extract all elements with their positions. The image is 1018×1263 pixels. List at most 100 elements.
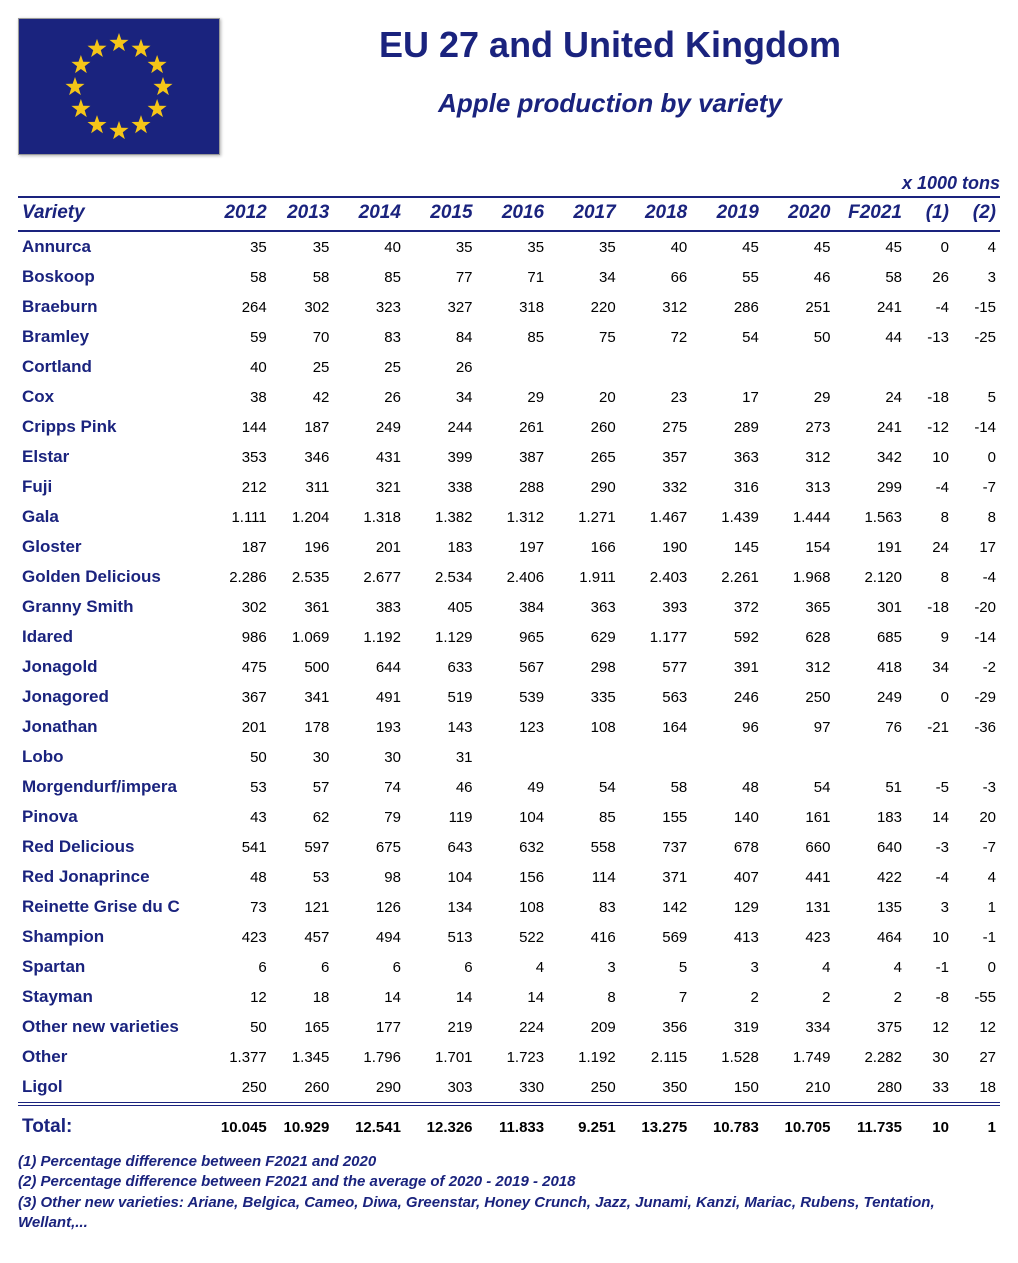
col-2012: 2012: [208, 197, 271, 231]
cell: 123: [477, 712, 549, 742]
cell: 134: [405, 892, 477, 922]
cell: 413: [691, 922, 763, 952]
total-cell: 10: [906, 1104, 953, 1144]
cell: -29: [953, 682, 1000, 712]
cell: 66: [620, 262, 692, 292]
cell: 2.286: [208, 562, 271, 592]
cell: 53: [208, 772, 271, 802]
cell: 341: [271, 682, 334, 712]
cell: 405: [405, 592, 477, 622]
cell: [620, 352, 692, 382]
cell: 371: [620, 862, 692, 892]
cell: 50: [208, 742, 271, 772]
variety-name: Boskoop: [18, 262, 208, 292]
cell: 644: [333, 652, 405, 682]
cell: 563: [620, 682, 692, 712]
cell: 6: [271, 952, 334, 982]
cell: 201: [333, 532, 405, 562]
cell: 286: [691, 292, 763, 322]
variety-name: Other: [18, 1042, 208, 1072]
cell: 577: [620, 652, 692, 682]
cell: 14: [405, 982, 477, 1012]
variety-name: Bramley: [18, 322, 208, 352]
cell: 423: [208, 922, 271, 952]
cell: 384: [477, 592, 549, 622]
cell: 30: [271, 742, 334, 772]
cell: 155: [620, 802, 692, 832]
cell: 321: [333, 472, 405, 502]
cell: 45: [691, 231, 763, 262]
cell: 302: [271, 292, 334, 322]
cell: 423: [763, 922, 835, 952]
title-block: EU 27 and United Kingdom Apple productio…: [220, 18, 1000, 119]
cell: -18: [906, 382, 953, 412]
cell: 35: [271, 231, 334, 262]
cell: 26: [906, 262, 953, 292]
cell: -1: [953, 922, 1000, 952]
col-2016: 2016: [477, 197, 549, 231]
total-label: Total:: [18, 1104, 208, 1144]
cell: 1.318: [333, 502, 405, 532]
cell: 1.467: [620, 502, 692, 532]
cell: 519: [405, 682, 477, 712]
cell: 104: [405, 862, 477, 892]
cell: 640: [834, 832, 906, 862]
cell: 70: [271, 322, 334, 352]
cell: -15: [953, 292, 1000, 322]
cell: 46: [763, 262, 835, 292]
cell: 1.271: [548, 502, 620, 532]
total-cell: 10.045: [208, 1104, 271, 1144]
cell: 140: [691, 802, 763, 832]
cell: 18: [953, 1072, 1000, 1104]
cell: 1.129: [405, 622, 477, 652]
cell: 31: [405, 742, 477, 772]
table-row: Pinova436279119104851551401611831420: [18, 802, 1000, 832]
cell: 220: [548, 292, 620, 322]
cell: 177: [333, 1012, 405, 1042]
cell: 85: [548, 802, 620, 832]
cell: 1.723: [477, 1042, 549, 1072]
cell: 191: [834, 532, 906, 562]
footnote: (3) Other new varieties: Ariane, Belgica…: [18, 1193, 1000, 1234]
cell: 1: [953, 892, 1000, 922]
cell: 241: [834, 412, 906, 442]
total-cell: 11.833: [477, 1104, 549, 1144]
cell: 35: [477, 231, 549, 262]
cell: 597: [271, 832, 334, 862]
variety-name: Annurca: [18, 231, 208, 262]
cell: 14: [477, 982, 549, 1012]
cell: 4: [763, 952, 835, 982]
cell: 45: [763, 231, 835, 262]
cell: 35: [405, 231, 477, 262]
cell: 313: [763, 472, 835, 502]
cell: 187: [271, 412, 334, 442]
cell: 84: [405, 322, 477, 352]
cell: 26: [333, 382, 405, 412]
cell: 675: [333, 832, 405, 862]
cell: 10: [906, 922, 953, 952]
table-row: Cox38422634292023172924-185: [18, 382, 1000, 412]
cell: 145: [691, 532, 763, 562]
table-row: Cripps Pink14418724924426126027528927324…: [18, 412, 1000, 442]
cell: 197: [477, 532, 549, 562]
cell: 629: [548, 622, 620, 652]
cell: 14: [333, 982, 405, 1012]
cell: 312: [763, 442, 835, 472]
cell: 48: [691, 772, 763, 802]
cell: 464: [834, 922, 906, 952]
cell: 85: [333, 262, 405, 292]
table-row: Cortland40252526: [18, 352, 1000, 382]
cell: 29: [763, 382, 835, 412]
cell: 83: [548, 892, 620, 922]
cell: 567: [477, 652, 549, 682]
total-cell: 9.251: [548, 1104, 620, 1144]
cell: 75: [548, 322, 620, 352]
cell: 40: [333, 231, 405, 262]
cell: 522: [477, 922, 549, 952]
cell: 35: [208, 231, 271, 262]
col-1: (1): [906, 197, 953, 231]
total-cell: 10.929: [271, 1104, 334, 1144]
col-2014: 2014: [333, 197, 405, 231]
cell: 678: [691, 832, 763, 862]
cell: -2: [953, 652, 1000, 682]
